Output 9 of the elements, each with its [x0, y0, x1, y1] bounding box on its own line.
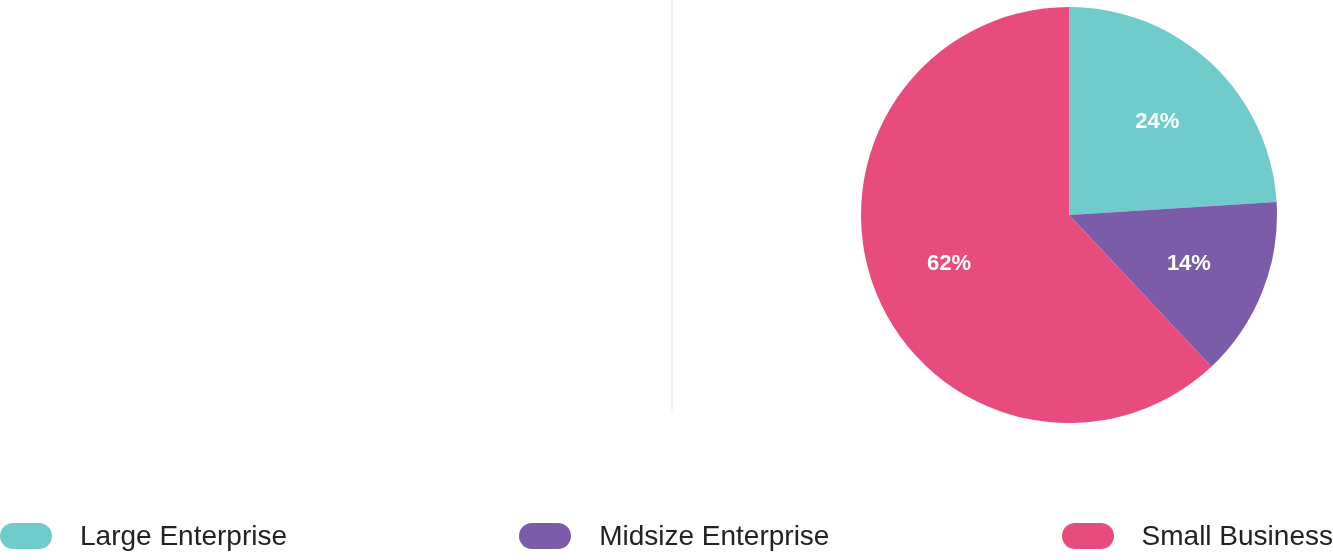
legend-label: Small Business: [1141, 520, 1333, 552]
data-label: 14%: [1166, 249, 1211, 275]
legend-label: Midsize Enterprise: [599, 520, 830, 552]
pie-slice: [861, 7, 1212, 423]
legend-label: Large Enterprise: [80, 520, 288, 552]
data-label: 24%: [1135, 108, 1180, 134]
pie-slice: [1069, 7, 1277, 215]
data-label: 62%: [927, 249, 972, 275]
pie-slice: [1069, 201, 1277, 367]
